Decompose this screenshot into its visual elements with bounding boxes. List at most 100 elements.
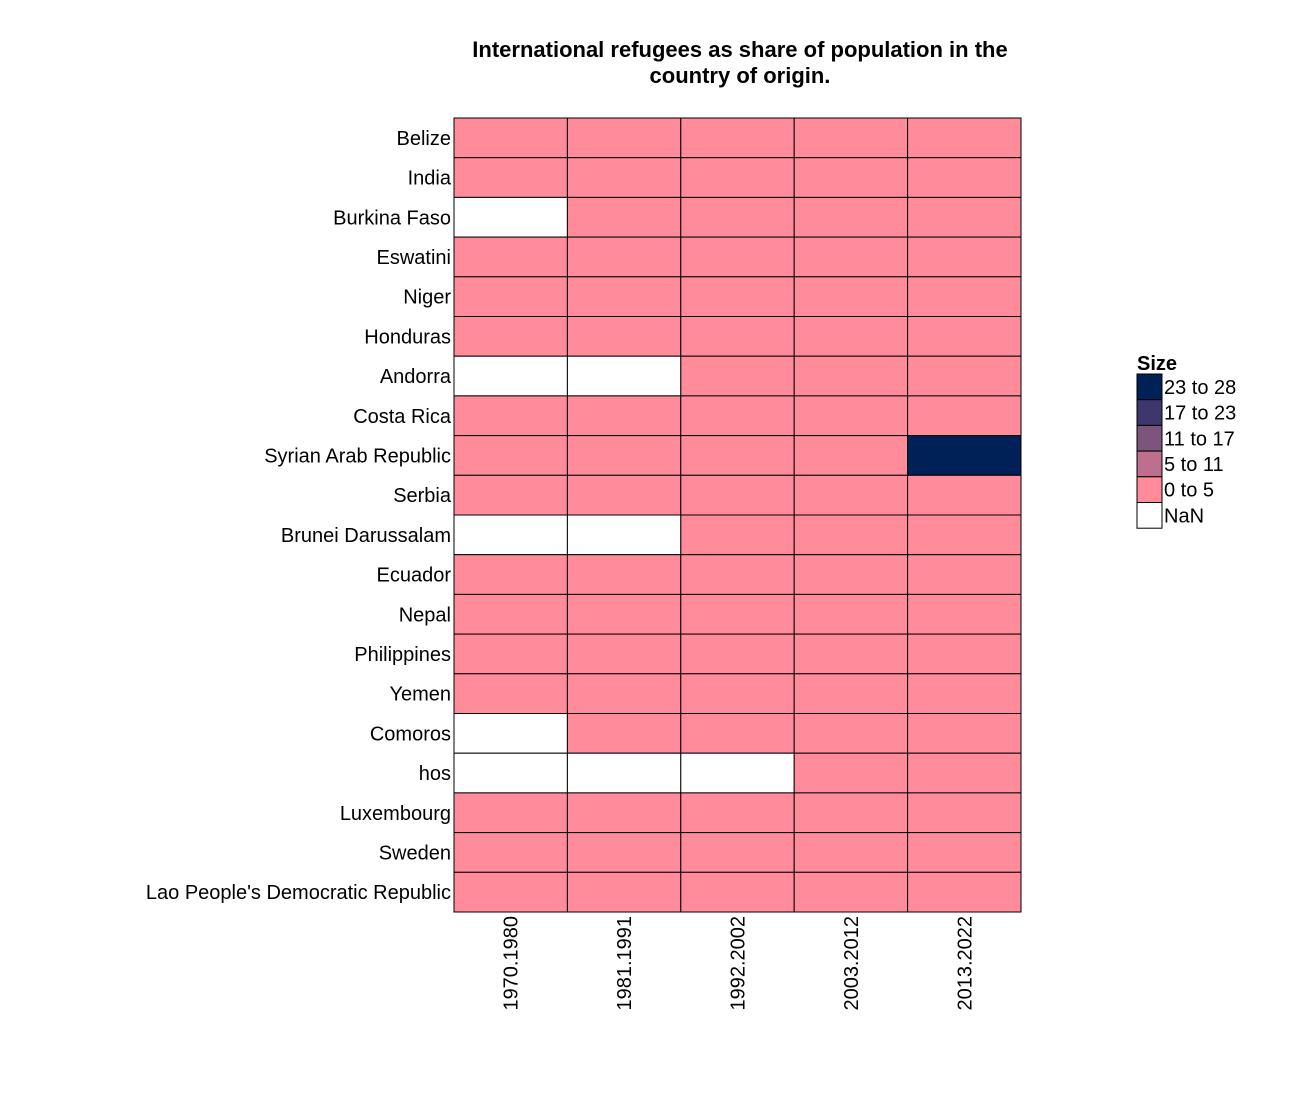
- heatmap-cell: [793, 832, 909, 873]
- legend-label: 23 to 28: [1164, 377, 1236, 399]
- heatmap-cell: [793, 196, 909, 238]
- legend-swatch: [1136, 399, 1163, 426]
- x-tick-label: 1981.1991: [614, 916, 636, 1011]
- heatmap-cell: [680, 316, 795, 357]
- heatmap-cell: [907, 276, 1022, 317]
- heatmap-cells: [453, 117, 1022, 913]
- legend-swatch: [1136, 476, 1163, 503]
- heatmap-cell: [680, 752, 795, 794]
- heatmap-cell: [680, 276, 795, 317]
- heatmap-cell: [907, 554, 1022, 595]
- y-tick-label: Yemen: [389, 684, 451, 706]
- legend-swatch: [1136, 424, 1163, 452]
- legend-label: NaN: [1164, 505, 1204, 527]
- y-tick-label: Ecuador: [377, 565, 452, 587]
- heatmap-cell: [680, 196, 795, 238]
- heatmap-cell: [793, 673, 909, 714]
- y-tick-label: Belize: [397, 128, 451, 150]
- heatmap-cell: [566, 395, 682, 437]
- y-tick-label: Syrian Arab Republic: [264, 445, 451, 467]
- heatmap-cell: [793, 752, 909, 794]
- heatmap-cell: [453, 474, 568, 516]
- heatmap-cell: [907, 792, 1022, 834]
- heatmap-cell: [453, 316, 568, 357]
- y-tick-label: Philippines: [354, 644, 451, 666]
- y-tick-label: Sweden: [379, 842, 451, 864]
- legend-swatch: [1136, 450, 1163, 478]
- heatmap-cell: [680, 236, 795, 278]
- y-tick-label: Lao People's Democratic Republic: [146, 882, 451, 904]
- legend-label: 17 to 23: [1164, 403, 1236, 425]
- legend-label: 11 to 17: [1164, 428, 1235, 450]
- heatmap-cell: [793, 792, 909, 834]
- heatmap-cell: [566, 752, 682, 794]
- legend: Size 23 to 28 17 to 23 11 to 17 5 to 11 0 to…: [1136, 353, 1236, 529]
- heatmap-cell: [453, 633, 568, 675]
- heatmap-cell: [907, 514, 1022, 556]
- heatmap-cell: [566, 117, 682, 159]
- heatmap-cell: [680, 792, 795, 834]
- y-axis-tick-labels: Belize India Burkina Faso Eswatini Niger Hond…: [146, 128, 452, 904]
- heatmap-cell: [907, 435, 1022, 476]
- heatmap-cell: [453, 435, 568, 476]
- y-tick-label: Burkina Faso: [333, 207, 451, 229]
- heatmap-cell: [566, 474, 682, 516]
- heatmap-cell: [453, 752, 568, 794]
- y-tick-label: Serbia: [393, 485, 452, 507]
- heatmap-cell: [793, 474, 909, 516]
- x-tick-label: 2003.2012: [841, 916, 863, 1011]
- heatmap-cell: [907, 474, 1022, 516]
- heatmap-cell: [907, 752, 1022, 794]
- chart-title: International refugees as share of popul…: [472, 37, 1007, 88]
- legend-swatch: [1136, 373, 1163, 401]
- heatmap-cell: [907, 355, 1022, 397]
- heatmap-cell: [793, 514, 909, 556]
- heatmap-cell: [566, 633, 682, 675]
- y-tick-label: Nepal: [399, 604, 451, 626]
- x-tick-label: 2013.2022: [954, 916, 976, 1011]
- y-tick-label: Luxembourg: [340, 803, 451, 825]
- heatmap-cell: [680, 474, 795, 516]
- heatmap-cell: [793, 236, 909, 278]
- heatmap-cell: [453, 792, 568, 834]
- x-tick-label: 1970.1980: [501, 916, 523, 1011]
- heatmap-cell: [453, 514, 568, 556]
- legend-label: 0 to 5: [1164, 480, 1214, 502]
- heatmap-cell: [566, 355, 682, 397]
- heatmap-cell: [907, 196, 1022, 238]
- heatmap-cell: [453, 196, 568, 238]
- legend-title: Size: [1137, 353, 1177, 375]
- y-tick-label: Brunei Darussalam: [281, 525, 451, 547]
- heatmap-cell: [566, 593, 682, 635]
- heatmap-cell: [793, 713, 909, 754]
- heatmap-cell: [907, 316, 1022, 357]
- legend-label: 5 to 11: [1164, 454, 1224, 476]
- heatmap-cell: [453, 713, 568, 754]
- heatmap-cell: [907, 593, 1022, 635]
- heatmap-cell: [907, 236, 1022, 278]
- heatmap-cell: [453, 157, 568, 198]
- heatmap-cell: [793, 355, 909, 397]
- heatmap-cell: [566, 554, 682, 595]
- heatmap-cell: [680, 673, 795, 714]
- y-tick-label: Eswatini: [377, 247, 451, 269]
- chart-title-line-1: International refugees as share of popul…: [472, 37, 1007, 62]
- heatmap-cell: [907, 117, 1022, 159]
- heatmap-cell: [453, 593, 568, 635]
- heatmap-cell: [793, 554, 909, 595]
- heatmap-cell: [793, 633, 909, 675]
- heatmap-cell: [907, 673, 1022, 714]
- y-tick-label: hos: [419, 763, 451, 785]
- heatmap-cell: [680, 117, 795, 159]
- chart-title-line-2: country of origin.: [650, 63, 831, 88]
- heatmap-cell: [680, 593, 795, 635]
- heatmap-cell: [680, 554, 795, 595]
- y-tick-label: Costa Rica: [353, 406, 452, 428]
- heatmap-cell: [453, 395, 568, 437]
- heatmap-cell: [793, 117, 909, 159]
- heatmap-cell: [453, 276, 568, 317]
- legend-swatch: [1136, 502, 1163, 529]
- heatmap-cell: [453, 871, 568, 913]
